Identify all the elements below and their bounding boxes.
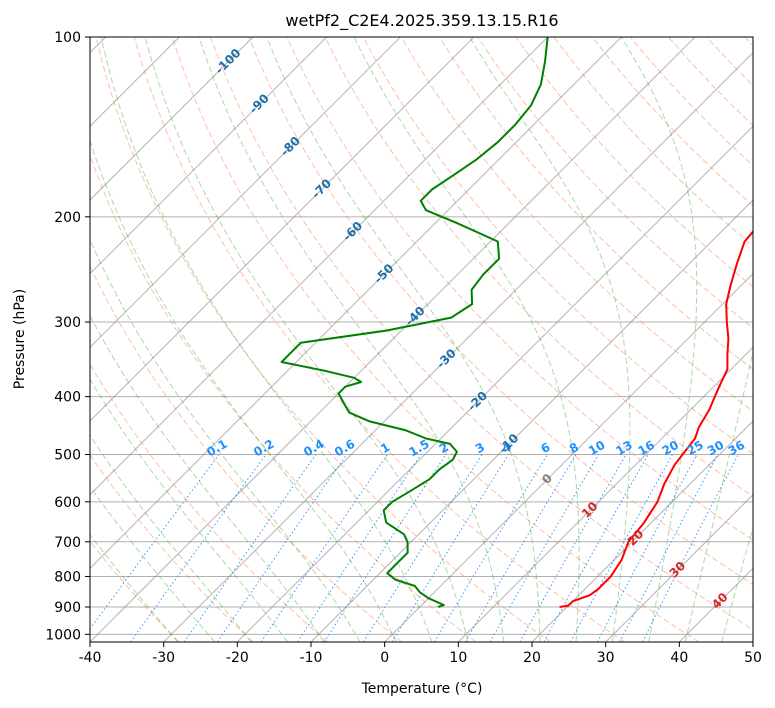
mixing-ratio-line [489,454,600,642]
plot-area [90,37,753,642]
x-tick-label: 30 [597,650,615,666]
isotherm-gridline [236,125,753,642]
isotherm-gridline [384,272,753,642]
dry-adiabat [248,37,753,586]
x-tick-label: -40 [79,650,102,666]
x-tick-label: 50 [744,650,762,666]
moist-adiabat [90,238,361,642]
mixing-ratio-line [519,454,627,642]
isotherm-gridline [90,37,328,275]
mixing-ratio-line [90,454,220,630]
moist-adiabat [90,434,252,642]
dry-adiabat [95,37,551,642]
moist-adiabat [90,378,289,642]
y-tick-label: 300 [54,315,81,331]
isotherm-gridline [531,420,753,642]
moist-adiabat [90,485,216,642]
y-tick-label: 700 [54,535,81,551]
isotherm-gridline [90,37,254,201]
moist-adiabat [100,37,433,642]
dry-adiabat [171,37,700,642]
isotherm-gridline [90,37,696,642]
mixing-ratio-line [297,454,422,642]
isotherm-gridline [605,493,753,642]
mixing-ratio-line [216,454,348,642]
mixing-ratio-line [569,454,673,642]
isotherm-gridline [90,37,401,349]
mixing-ratio-line [433,454,548,642]
moist-adiabat [198,37,505,642]
dry-adiabat [90,265,403,642]
mixing-ratio-line [464,454,577,642]
x-tick-label: 40 [670,650,688,666]
moist-adiabat [620,37,698,642]
mixing-ratio-line [596,454,698,642]
mixing-ratio-line [183,454,317,642]
y-tick-label: 500 [54,448,81,464]
dry-adiabat [515,37,753,288]
y-tick-label: 200 [54,210,81,226]
dry-adiabat [133,37,625,642]
x-tick-label: 20 [523,650,541,666]
dry-adiabat [90,453,254,642]
x-tick-label: 10 [449,650,467,666]
x-tick-label: 0 [380,650,389,666]
y-tick-label: 400 [54,390,81,406]
isotherm-gridline [90,37,475,422]
moist-adiabat [266,37,541,642]
isotherm-gridline [90,37,549,496]
plot-frame [89,36,754,643]
dewpoint-profile-line [280,37,549,608]
chart-title: wetPf2_C2E4.2025.359.13.15.R16 [285,11,558,31]
y-tick-label: 100 [54,30,81,46]
x-tick-label: -10 [300,650,323,666]
isotherm-gridline [457,346,753,642]
x-tick-label: -30 [152,650,175,666]
dry-adiabat [90,363,328,642]
mixing-ratio-line [130,454,267,642]
dry-adiabat [210,37,753,631]
y-axis-label: Pressure (hPa) [12,289,28,389]
y-tick-label: 800 [54,569,81,585]
mixing-ratio-line [323,454,447,642]
y-tick-label: 600 [54,495,81,511]
dry-adiabat [400,37,753,412]
moist-adiabat [144,37,469,642]
isotherm-gridline [163,51,753,642]
isotherm-gridline [310,199,753,642]
x-tick-label: -20 [226,650,249,666]
dry-adiabat [362,37,753,455]
dry-adiabat [286,37,753,541]
mixing-ratio-line [260,454,388,642]
y-tick-label: 1000 [45,627,81,643]
temperature-profile-line [559,230,753,608]
dry-adiabat [90,540,180,642]
dry-adiabat [90,153,477,642]
moist-adiabat [353,37,580,642]
x-axis-label: Temperature (°C) [361,681,483,697]
moist-adiabat [90,533,179,642]
axes: -40 -30 -20 -10 0 10 20 30 40 50 1000 900 800 700 600 5… [45,30,762,666]
moist-adiabat [469,37,631,642]
moist-adiabat [90,138,397,642]
dry-adiabat [324,37,753,498]
y-tick-label: 900 [54,600,81,616]
